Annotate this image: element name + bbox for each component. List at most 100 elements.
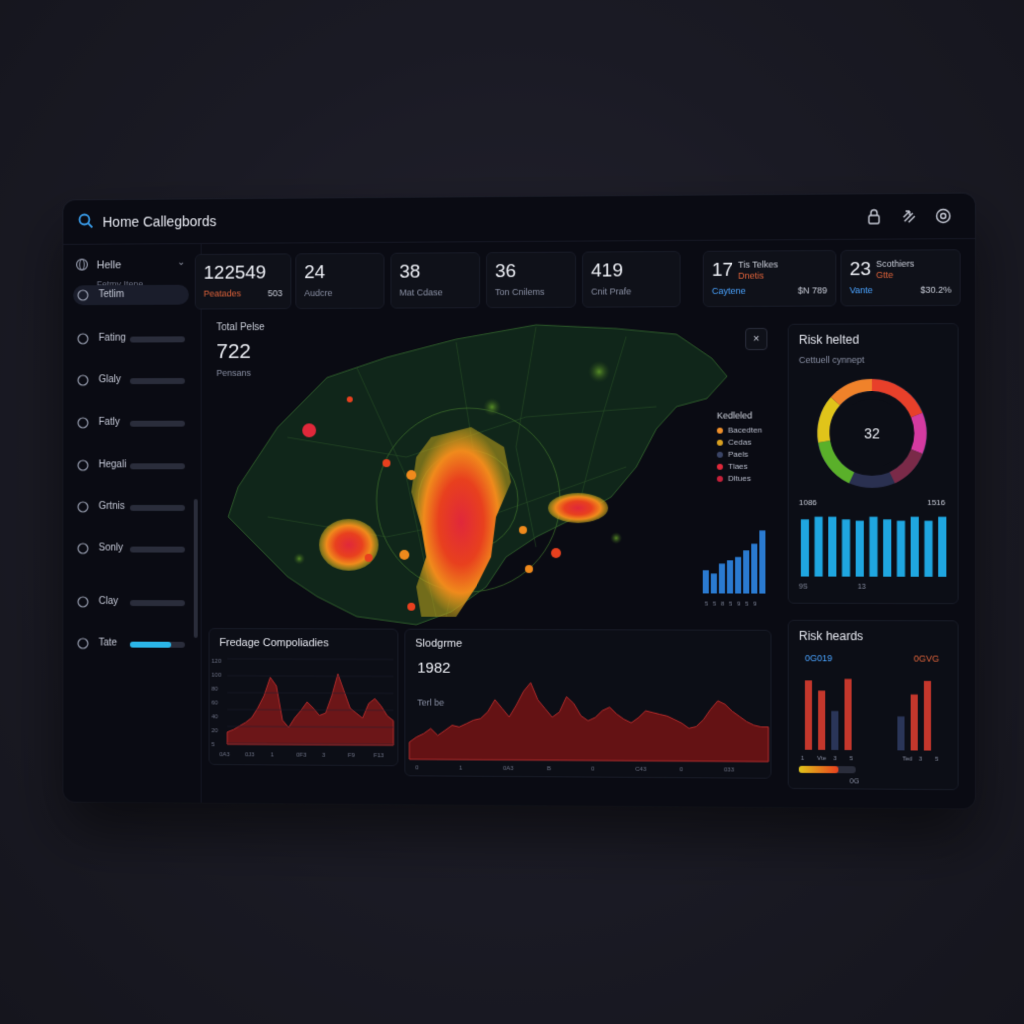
stat-top-label: Scothiers <box>876 259 914 269</box>
stat-label: Mat Cdase <box>399 287 442 297</box>
mini-tick-label: 9 <box>753 602 757 608</box>
risk-bar-label-left: 1086 <box>799 498 817 507</box>
drainage-y-label: 60 <box>211 700 218 706</box>
risk-bar <box>938 517 946 577</box>
map-close-button[interactable]: × <box>745 328 767 350</box>
legend-item[interactable]: Tlaes <box>717 461 762 473</box>
wave-icon <box>76 542 90 556</box>
sidebar: Helle ⌄ Fetmy Itene Tetlim Fating Glaly Fat… <box>63 243 201 803</box>
legend-item[interactable]: Dltues <box>717 473 762 485</box>
risk-bar-chart: 9S 13 <box>797 510 950 593</box>
stat-value: 503 <box>268 288 283 298</box>
sidebar-item-progress <box>130 421 185 427</box>
drainage-panel: Fredage Compoliadies 120 100 80 60 40 20 5 0A3 0… <box>209 628 399 766</box>
sidebar-item-4[interactable]: Fatly <box>73 413 189 433</box>
drainage-area-chart[interactable]: 120 100 80 60 40 20 5 0A3 0J3 1 0F3 3 F9 F13 <box>210 651 398 763</box>
stat-card-5[interactable]: 419 Cnit Prafe <box>582 251 681 308</box>
drainage-y-label: 40 <box>211 714 218 720</box>
bars-icon <box>76 416 90 430</box>
stat-card-1[interactable]: 122549 Peatades 503 <box>195 253 292 309</box>
stat-label: Peatades <box>204 288 241 298</box>
stat-number: 122549 <box>204 262 266 284</box>
sidebar-item-3[interactable]: Glaly <box>73 370 189 390</box>
stage-panel: Slodgrme 1982 Terl be 0 1 0A3 B 0 C43 0 033 <box>404 629 771 779</box>
risk-heards-x-label: 3 <box>833 756 837 762</box>
share-icon[interactable] <box>899 207 917 225</box>
legend-item[interactable]: Paels <box>717 449 762 461</box>
stat-card-6[interactable]: 17 Caytene $N 789 Tis Telkes Dnetis <box>703 250 837 307</box>
sidebar-item-6[interactable]: Grtnis <box>73 497 189 517</box>
risk-bar <box>883 519 891 576</box>
stat-number: 38 <box>399 262 420 284</box>
stat-number: 23 <box>850 259 871 281</box>
stat-card-3[interactable]: 38 Mat Cdase <box>390 252 480 308</box>
cloud-icon <box>76 500 90 514</box>
mini-bar <box>727 560 733 593</box>
legend-swatch <box>717 428 723 434</box>
stat-label: Cnit Prafe <box>591 286 631 296</box>
sidebar-item-1[interactable]: Tetlim <box>73 285 189 305</box>
chevron-down-icon[interactable]: ⌄ <box>177 257 185 268</box>
drainage-y-label: 20 <box>211 728 218 734</box>
risk-donut[interactable]: 32 <box>811 373 933 494</box>
stat-number: 419 <box>591 260 623 282</box>
drainage-x-label: 0J3 <box>245 752 255 758</box>
sidebar-item-progress <box>130 600 185 606</box>
sidebar-item-label: Tate <box>99 638 118 649</box>
legend-swatch <box>717 476 723 482</box>
risk-bar <box>801 519 809 576</box>
risk-heards-bar <box>831 711 838 750</box>
legend-swatch <box>717 464 723 470</box>
stage-x-label: B <box>547 766 551 772</box>
risk-helped-panel: Risk helted Cettuell cynnept 32 1086 151… <box>788 323 959 604</box>
sidebar-item-progress <box>130 463 185 469</box>
sidebar-item-7[interactable]: Sonly <box>73 539 189 559</box>
heat-map[interactable] <box>209 316 768 628</box>
legend-title: Kedleled <box>717 410 762 420</box>
search-icon[interactable] <box>77 212 95 230</box>
user-icon <box>76 458 90 472</box>
sidebar-scrollbar[interactable] <box>194 499 198 638</box>
stat-card-7[interactable]: 23 Vante $30.2% Scothiers Gtte <box>840 249 960 306</box>
stat-top-sub: Dnetis <box>738 271 764 281</box>
stat-card-4[interactable]: 36 Ton Cnilems <box>486 252 576 309</box>
sidebar-item-label: Glaly <box>99 374 121 385</box>
risk-heards-title: Risk heards <box>799 629 863 643</box>
sidebar-item-label: Clay <box>99 596 119 607</box>
risk-helped-subtitle: Cettuell cynnept <box>799 355 865 365</box>
mini-bar <box>751 544 757 594</box>
stage-x-label: C43 <box>635 767 647 773</box>
mini-bar <box>743 550 749 593</box>
legend-item[interactable]: Cedas <box>717 437 762 449</box>
stage-x-label: 033 <box>724 767 735 773</box>
sidebar-header[interactable]: Helle ⌄ Fetmy Itene <box>75 257 193 258</box>
globe-icon <box>75 258 89 272</box>
risk-heards-x-label: 5 <box>935 757 939 763</box>
risk-bar <box>869 517 877 577</box>
risk-progress-fill <box>799 766 839 773</box>
sidebar-item-8[interactable]: Clay <box>73 592 189 612</box>
legend-item[interactable]: Bacedten <box>717 425 762 437</box>
risk-progress-label: 0G <box>850 778 859 785</box>
sidebar-item-9[interactable]: Tate <box>73 634 189 654</box>
sidebar-item-5[interactable]: Hegali <box>73 455 189 475</box>
stat-value: $30.2% <box>920 285 951 295</box>
risk-heards-bar-chart: 1 Vte 3 5 Ted 3 5 <box>797 665 950 763</box>
settings-icon[interactable] <box>934 207 952 225</box>
stat-label: Ton Cnilems <box>495 287 545 297</box>
legend-label: Bacedten <box>728 426 762 435</box>
legend-label: Tlaes <box>728 462 748 471</box>
risk-heards-bar <box>805 680 812 749</box>
sidebar-header-label: Helle <box>97 259 122 271</box>
lock-icon[interactable] <box>865 207 883 225</box>
mini-bar <box>759 530 765 593</box>
mini-bar-chart: 5585959 <box>703 527 770 608</box>
sidebar-item-label: Grtnis <box>99 501 125 512</box>
stat-number: 36 <box>495 261 516 283</box>
drainage-y-label: 100 <box>211 673 222 679</box>
stage-area-chart[interactable]: 0 1 0A3 B 0 C43 0 033 <box>405 670 770 776</box>
sidebar-item-2[interactable]: Fating <box>73 328 189 348</box>
stat-number: 17 <box>712 260 733 282</box>
mini-tick-label: 5 <box>745 602 749 608</box>
stat-card-2[interactable]: 24 Audcre <box>295 253 384 309</box>
